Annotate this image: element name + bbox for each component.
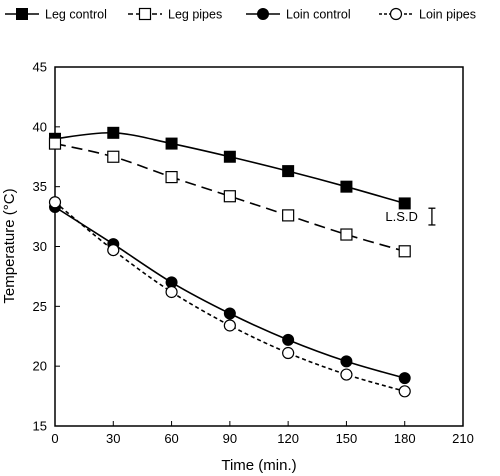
x-tick-label: 210 bbox=[452, 431, 474, 446]
data-point bbox=[107, 150, 120, 163]
y-tick-label: 20 bbox=[33, 359, 47, 374]
series-leg-pipes bbox=[48, 137, 411, 258]
data-point bbox=[340, 180, 353, 193]
legend-label: Leg pipes bbox=[168, 8, 222, 22]
series-loin-pipes bbox=[48, 196, 411, 398]
legend-label: Loin control bbox=[286, 8, 351, 22]
legend: Leg control Leg pipes Loin control Loin pip… bbox=[5, 8, 476, 22]
data-point bbox=[340, 228, 353, 241]
data-point bbox=[398, 197, 411, 210]
data-point bbox=[165, 137, 178, 150]
y-tick-label: 35 bbox=[33, 179, 47, 194]
data-point bbox=[282, 333, 295, 346]
data-point bbox=[165, 170, 178, 184]
series-layer bbox=[48, 126, 411, 398]
data-point bbox=[223, 307, 236, 320]
x-tick-label: 0 bbox=[51, 431, 58, 446]
data-point bbox=[340, 355, 353, 368]
y-tick-label: 40 bbox=[33, 119, 47, 134]
legend-marker bbox=[257, 8, 269, 20]
y-tick-label: 45 bbox=[33, 60, 47, 75]
x-axis-title: Time (min.) bbox=[221, 457, 296, 474]
y-tick-label: 25 bbox=[33, 299, 47, 314]
lsd-annotation: L.S.D bbox=[385, 207, 436, 226]
legend-entry: Loin control bbox=[246, 8, 351, 22]
data-point bbox=[107, 126, 120, 139]
legend-marker bbox=[138, 7, 152, 21]
legend-entry: Leg pipes bbox=[128, 8, 222, 22]
series-loin-control bbox=[49, 201, 411, 385]
legend-entry: Loin pipes bbox=[379, 8, 476, 22]
x-tick-label: 120 bbox=[277, 431, 299, 446]
data-point bbox=[282, 346, 295, 360]
y-tick-label: 30 bbox=[33, 239, 47, 254]
data-point bbox=[223, 190, 236, 203]
data-point bbox=[223, 319, 236, 332]
data-point bbox=[48, 137, 62, 150]
legend-label: Loin pipes bbox=[419, 8, 476, 22]
data-point bbox=[165, 285, 178, 299]
x-tick-label: 180 bbox=[394, 431, 416, 446]
data-point bbox=[223, 150, 236, 163]
data-point bbox=[282, 209, 295, 222]
x-tick-label: 90 bbox=[223, 431, 237, 446]
data-point bbox=[282, 165, 295, 178]
y-axis-title: Temperature (°C) bbox=[1, 188, 18, 303]
data-point bbox=[48, 196, 62, 209]
data-point bbox=[340, 368, 353, 381]
legend-label: Leg control bbox=[45, 8, 107, 22]
legend-marker bbox=[16, 8, 28, 20]
data-point bbox=[107, 243, 120, 257]
data-point bbox=[398, 372, 411, 385]
lsd-label: L.S.D bbox=[385, 209, 418, 224]
x-tick-label: 30 bbox=[106, 431, 120, 446]
axis-ticks: 0 30 60 90 120 150 180 210 15 20 25 30 35 40 45 bbox=[33, 60, 474, 447]
x-tick-label: 150 bbox=[336, 431, 358, 446]
y-tick-label: 15 bbox=[33, 419, 47, 434]
data-point bbox=[398, 245, 411, 258]
x-tick-label: 60 bbox=[164, 431, 178, 446]
legend-marker bbox=[389, 7, 403, 21]
legend-entry: Leg control bbox=[5, 8, 107, 22]
data-point bbox=[398, 385, 411, 398]
